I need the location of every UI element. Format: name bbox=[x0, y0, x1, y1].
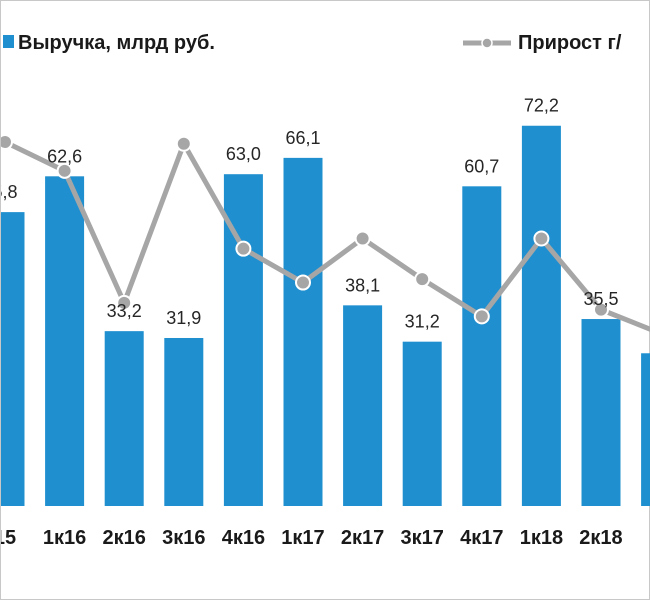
bar bbox=[1, 212, 25, 506]
growth-point bbox=[1, 134, 13, 151]
bar-data-label: 72,2 bbox=[524, 96, 559, 116]
x-tick-label: 4к16 bbox=[222, 527, 265, 549]
x-tick-label: 4к17 bbox=[460, 527, 503, 549]
x-tick-label: 3к17 bbox=[401, 527, 444, 549]
bar bbox=[343, 305, 383, 506]
x-tick-label: 15 bbox=[1, 527, 16, 549]
bar bbox=[641, 353, 650, 506]
bar bbox=[462, 186, 502, 506]
x-tick-label: 1к18 bbox=[520, 527, 563, 549]
bar bbox=[521, 125, 561, 506]
growth-point bbox=[533, 230, 550, 247]
growth-point bbox=[354, 230, 371, 247]
bar-data-label: 66,1 bbox=[285, 128, 320, 148]
bar bbox=[164, 337, 204, 506]
bar bbox=[581, 319, 621, 506]
growth-point bbox=[235, 240, 252, 257]
x-tick-label: 1к16 bbox=[43, 527, 86, 549]
bar-data-label: 38,1 bbox=[345, 275, 380, 295]
legend-line-label: Прирост г/ bbox=[518, 32, 622, 54]
x-tick-label: 2к18 bbox=[579, 527, 622, 549]
growth-point bbox=[175, 135, 192, 152]
bar-series bbox=[1, 125, 650, 506]
bar bbox=[45, 176, 85, 506]
growth-line-series bbox=[1, 134, 650, 332]
data-labels: 5,8 62,6 33,2 31,9 63,0 66,1 38,1 31,2 60,7 72,2 3… bbox=[1, 96, 619, 332]
growth-point bbox=[116, 294, 133, 311]
x-tick-label: 2к16 bbox=[103, 527, 146, 549]
x-tick-label: 2к17 bbox=[341, 527, 384, 549]
legend-bar-label: Выручка, млрд руб. bbox=[18, 32, 215, 54]
growth-point bbox=[56, 162, 73, 179]
bar bbox=[283, 157, 323, 506]
bar-data-label: 35,5 bbox=[583, 289, 618, 309]
bar-data-label: 63,0 bbox=[226, 144, 261, 164]
growth-point bbox=[473, 308, 490, 325]
x-tick-label: 1к17 bbox=[281, 527, 324, 549]
growth-point bbox=[414, 271, 431, 288]
x-tick-label: 3к16 bbox=[162, 527, 205, 549]
growth-point bbox=[295, 274, 311, 291]
legend-bar-swatch bbox=[3, 35, 14, 48]
legend: Выручка, млрд руб. Прирост г/ bbox=[3, 32, 622, 54]
bar-data-label: 31,2 bbox=[405, 312, 440, 332]
bar-data-label: 60,7 bbox=[464, 156, 499, 176]
growth-line bbox=[3, 139, 650, 332]
bar-data-label: 5,8 bbox=[1, 182, 18, 202]
bar-data-label: 31,9 bbox=[166, 308, 201, 328]
x-axis-ticks: 15 1к16 2к16 3к16 4к16 1к17 2к17 3к17 4к17 1к18 2к… bbox=[1, 527, 623, 549]
bar bbox=[104, 331, 144, 506]
bar-data-label: 62,6 bbox=[47, 146, 82, 166]
legend-line-marker bbox=[481, 37, 493, 49]
bar bbox=[402, 341, 442, 506]
bar-data-label: 33,2 bbox=[107, 301, 142, 321]
growth-point bbox=[593, 301, 609, 318]
